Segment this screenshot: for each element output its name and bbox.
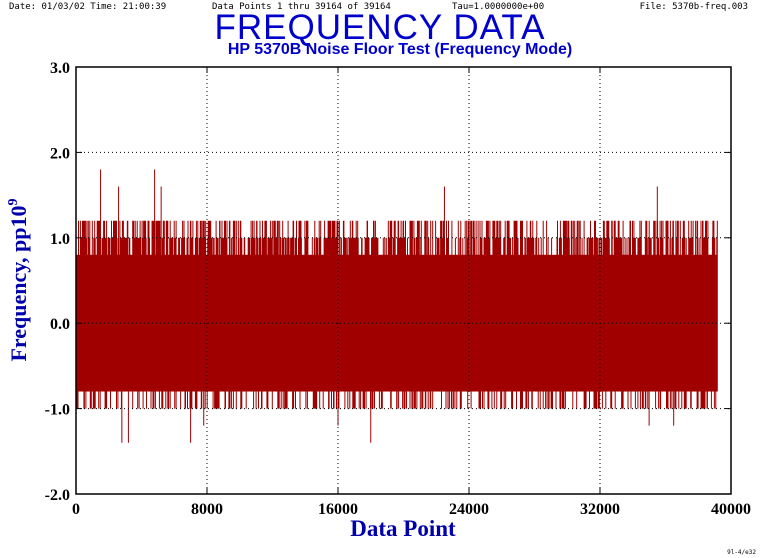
chart-title: FREQUENCY DATA [214,8,546,47]
y-tick-label: 3.0 [50,60,70,77]
header-date-time: Date: 01/03/02 Time: 21:00:39 [9,2,167,12]
data-layer [75,169,718,443]
y-tick-label: 2.0 [50,145,70,162]
header-file-name: File: 5370b-freq.003 [639,2,748,12]
y-tick-label: -2.0 [45,487,70,504]
y-tick-label: 0.0 [50,316,70,333]
x-tick-label: 40000 [711,501,751,518]
noise-trace [75,220,718,409]
y-tick-label: 1.0 [50,231,70,248]
x-tick-label: 0 [72,501,80,518]
plot-frame [75,66,732,495]
ticks-layer: 0 8000 16000 24000 32000 40000 -2.0 -1.0 0.0 1.0 2… [45,60,751,518]
x-tick-label: 16000 [318,501,358,518]
y-axis-label-superscript: 9 [6,198,21,205]
y-axis-label-text: Frequency, pp10 [6,205,31,361]
header-tau: Tau=1.0000000e+00 [452,2,545,12]
footer-note: 9l-4/e32 [727,549,756,556]
x-tick-label: 8000 [191,501,223,518]
chart-subtitle: HP 5370B Noise Floor Test (Frequency Mod… [227,41,573,58]
x-tick-label: 24000 [449,501,489,518]
y-tick-label: -1.0 [45,402,70,419]
header-data-points: Data Points 1 thru 39164 of 39164 [212,2,391,12]
y-axis-label: Frequency, pp109 [6,198,31,361]
x-tick-label: 32000 [580,501,620,518]
x-axis-label: Data Point [350,516,456,541]
